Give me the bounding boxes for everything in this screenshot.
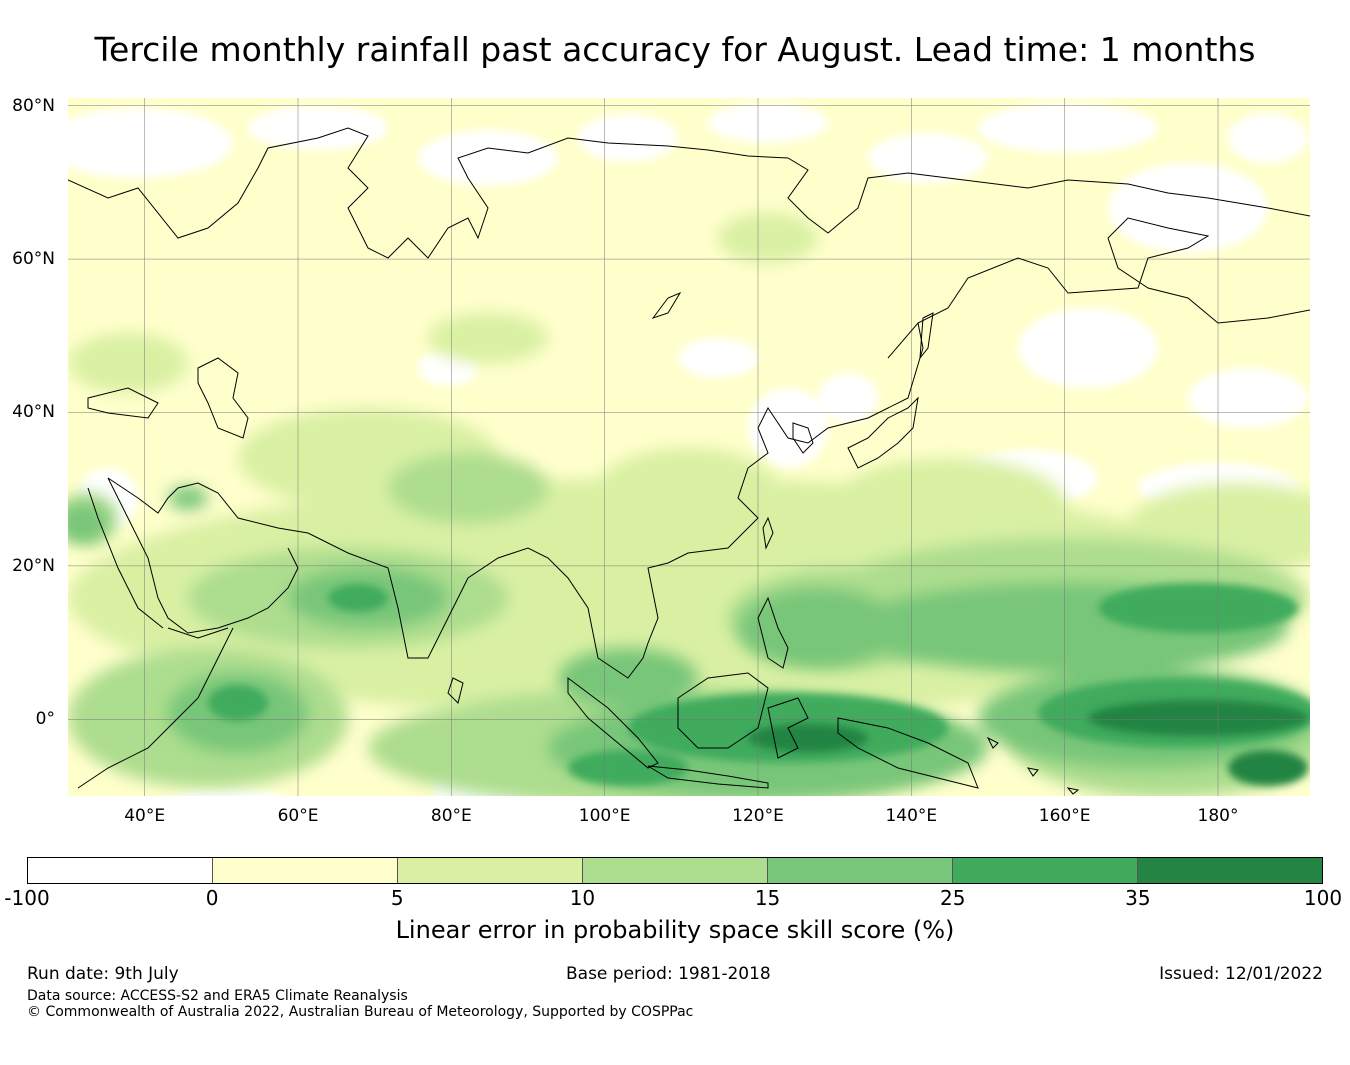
coastline-philippines [757, 596, 789, 669]
longitude-label: 160°E [1038, 806, 1091, 826]
skill-score-map [68, 98, 1310, 796]
longitude-label: 140°E [885, 806, 938, 826]
run-date: Run date: 9th July [27, 964, 179, 984]
coastline-sulawesi [767, 697, 809, 759]
latitude-label: 40°N [12, 402, 55, 423]
coastline-caspian [197, 357, 249, 439]
coastline-kamchatka [887, 217, 1310, 359]
coastline-arabia-africa [77, 477, 299, 789]
map-canvas [68, 98, 1310, 796]
issued-date: Issued: 12/01/2022 [1159, 964, 1323, 984]
longitude-label: 100°E [578, 806, 631, 826]
longitude-label: 180° [1197, 806, 1239, 826]
coastline-india-sri-lanka [447, 677, 464, 704]
colorbar-tick-label: 0 [205, 886, 219, 910]
colorbar-tick-label: 100 [1303, 886, 1343, 910]
coastline-islands-pacific [986, 736, 1080, 795]
coastline-lake-baikal [651, 291, 682, 319]
colorbar-segment [583, 858, 768, 883]
longitude-label: 60°E [277, 806, 319, 826]
longitude-label: 80°E [430, 806, 472, 826]
coastline-sumatra [567, 677, 659, 769]
colorbar-label: Linear error in probability space skill … [395, 916, 955, 944]
colorbar-tick-label: 15 [754, 886, 781, 910]
latitude-label: 80°N [12, 95, 55, 116]
longitude-label: 120°E [732, 806, 784, 826]
colorbar-tick-label: 10 [569, 886, 596, 910]
coastline-korea [792, 422, 814, 454]
copyright-notice: © Commonwealth of Australia 2022, Austra… [27, 1004, 694, 1020]
colorbar-tick-label: 25 [939, 886, 966, 910]
colorbar-segment [398, 858, 583, 883]
coastline-east-asia [107, 322, 924, 679]
coastline-black-sea [87, 387, 159, 419]
colorbar-segment [1138, 858, 1322, 883]
colorbar [27, 857, 1323, 884]
colorbar-tick-label: 35 [1125, 886, 1151, 910]
coastline-taiwan [762, 516, 774, 550]
chart-title: Tercile monthly rainfall past accuracy f… [94, 30, 1256, 69]
coastline-north-eurasia [68, 127, 1310, 259]
longitude-label: 40°E [124, 806, 166, 826]
coastline-borneo [677, 672, 769, 749]
coastline-japan [847, 312, 934, 469]
base-period: Base period: 1981-2018 [566, 964, 771, 984]
latitude-label: 60°N [12, 249, 55, 270]
data-source: Data source: ACCESS-S2 and ERA5 Climate … [27, 988, 408, 1004]
latitude-label: 20°N [12, 555, 55, 576]
colorbar-segment [28, 858, 213, 883]
coastline-java [647, 765, 769, 789]
colorbar-segment [768, 858, 953, 883]
graticule [68, 98, 1310, 796]
colorbar-segment [953, 858, 1138, 883]
latitude-label: 0° [35, 709, 55, 730]
colorbar-segment [213, 858, 398, 883]
colorbar-tick-label: 5 [390, 886, 404, 910]
coastlines [68, 127, 1310, 795]
colorbar-tick-label: -100 [4, 886, 50, 910]
coastline-new-guinea [837, 717, 979, 789]
